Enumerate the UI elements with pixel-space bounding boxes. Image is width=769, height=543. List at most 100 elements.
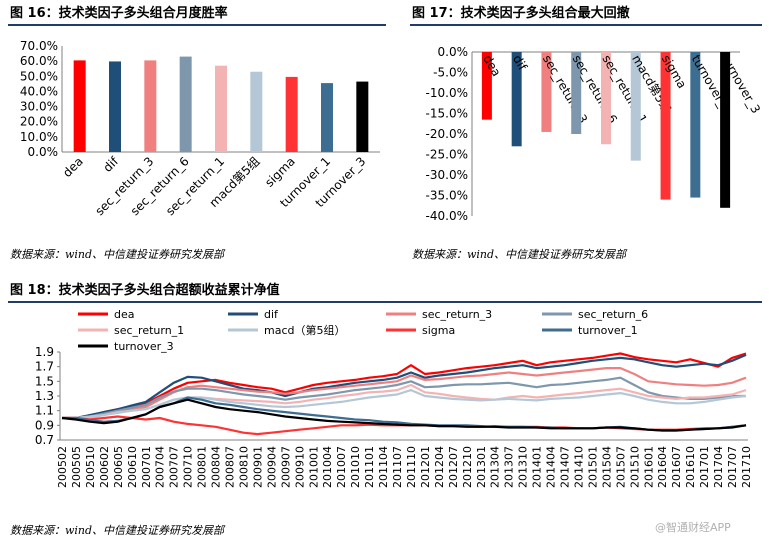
fig18-x-tick-label: 201310 xyxy=(517,446,530,488)
fig17-y-tick-label: -40.0% xyxy=(426,209,468,223)
fig16-y-tick-label: 70.0% xyxy=(20,39,58,53)
fig18-x-tick-label: 200510 xyxy=(84,446,97,488)
fig16-bar xyxy=(250,71,263,152)
fig16-bar xyxy=(109,61,121,153)
fig18-x-tick-label: 201110 xyxy=(405,446,418,488)
fig18-legend-label: macd（第5组） xyxy=(264,323,346,337)
watermark: @智通财经APP xyxy=(655,521,731,534)
fig18-x-tick-label: 201610 xyxy=(684,446,697,488)
fig18-x-tick-label: 201210 xyxy=(461,446,474,488)
fig18-x-tick-label: 201307 xyxy=(503,446,516,488)
fig18-x-tick-label: 201207 xyxy=(447,446,460,488)
fig18-y-tick-label: 1.1 xyxy=(35,404,54,418)
fig16-y-tick-label: 40.0% xyxy=(20,84,58,98)
fig18-x-tick-label: 200910 xyxy=(293,446,306,488)
fig17-y-tick-label: -25.0% xyxy=(426,148,468,162)
fig18-legend-label: turnover_3 xyxy=(114,340,174,353)
fig18-series-line-4 xyxy=(62,376,746,420)
fig18-legend-label: sec_return_3 xyxy=(422,308,492,321)
fig18-y-tick-label: 1.7 xyxy=(35,360,54,374)
fig18-x-tick-label: 201304 xyxy=(489,446,502,488)
fig18-series-line-6 xyxy=(62,388,747,420)
fig18-x-tick-label: 201704 xyxy=(712,446,725,488)
fig17-title-rule xyxy=(410,24,762,26)
fig18-x-tick-label: 200804 xyxy=(210,446,223,488)
fig16-title-rule xyxy=(8,24,386,26)
fig16-bar xyxy=(179,56,192,152)
fig16-source: 数据来源：wind、中信建投证券研究发展部 xyxy=(10,248,225,261)
fig18-series-line-1 xyxy=(62,352,747,420)
fig17-bar xyxy=(630,52,641,161)
fig18-x-tick-label: 201301 xyxy=(475,446,488,488)
fig16-y-tick-label: 0.0% xyxy=(28,145,59,159)
fig18-x-tick-label: 201004 xyxy=(321,446,334,488)
fig17-bar xyxy=(720,52,731,208)
fig16-bar xyxy=(321,83,333,152)
fig18-series-line-2 xyxy=(62,353,747,420)
fig18-x-tick-label: 201510 xyxy=(628,446,641,488)
fig16-x-tick-label: dif xyxy=(100,154,121,175)
fig17-bar xyxy=(660,52,671,200)
fig17-bar xyxy=(601,52,611,145)
fig17-y-tick-label: -30.0% xyxy=(426,168,468,182)
fig18-x-tick-label: 201504 xyxy=(600,446,613,488)
fig18-x-tick-label: 200904 xyxy=(265,446,278,488)
fig18-x-tick-label: 201407 xyxy=(559,446,572,488)
fig18-legend-label: dea xyxy=(114,308,135,321)
fig18-series-line-9 xyxy=(61,398,747,432)
fig18-y-tick-label: 1.9 xyxy=(35,345,54,359)
fig16-chart: 70.0%60.0%50.0%40.0%30.0%20.0%10.0%0.0%d… xyxy=(20,39,380,218)
fig17-x-tick-label: dif xyxy=(510,53,530,74)
fig18-y-tick-label: 0.7 xyxy=(35,433,54,447)
fig18-source: 数据来源：wind、中信建投证券研究发展部 xyxy=(10,524,225,537)
fig18-x-tick-label: 200710 xyxy=(182,446,195,488)
fig18-x-tick-label: 201501 xyxy=(586,446,599,488)
fig18-x-tick-label: 201604 xyxy=(656,446,669,488)
fig18-x-tick-label: 200502 xyxy=(56,446,69,488)
fig18-x-tick-label: 200704 xyxy=(154,446,167,488)
fig16-x-tick-label: dea xyxy=(60,154,86,180)
fig17-y-tick-label: -15.0% xyxy=(426,107,468,121)
fig18-x-tick-label: 201701 xyxy=(698,446,711,488)
fig17-y-tick-label: -5.0% xyxy=(433,66,468,80)
fig18-x-tick-label: 200605 xyxy=(112,446,125,488)
fig16-title: 图 16：技术类因子多头组合月度胜率 xyxy=(10,6,228,21)
fig18-legend-label: sec_return_6 xyxy=(578,308,648,321)
fig18-y-tick-label: 0.9 xyxy=(35,418,54,432)
fig17-chart: 0.0% -5.0% -10.0% -15.0% -20.0% -25.0% -30.0% -… xyxy=(426,45,764,223)
fig16-y-tick-label: 20.0% xyxy=(20,115,58,129)
fig17-y-tick-label: -10.0% xyxy=(426,86,468,100)
fig17-bar xyxy=(690,52,701,198)
fig18-legend-label: turnover_1 xyxy=(578,324,638,337)
fig18-x-tick-label: 200701 xyxy=(140,446,153,488)
fig18-x-tick-label: 201104 xyxy=(377,446,390,488)
fig18-x-tick-label: 201707 xyxy=(726,446,739,488)
fig18-legend-label: sec_return_1 xyxy=(114,324,184,337)
fig18-x-tick-label: 201204 xyxy=(433,446,446,488)
fig17-y-tick-label: 0.0% xyxy=(438,45,469,59)
fig18-x-tick-label: 201010 xyxy=(349,446,362,488)
fig18-x-tick-label: 201201 xyxy=(419,446,432,488)
fig18-y-tick-label: 1.5 xyxy=(35,374,54,388)
fig16-y-tick-label: 60.0% xyxy=(20,54,58,68)
fig16-y-tick-label: 10.0% xyxy=(20,130,58,144)
fig17-y-tick-label: -35.0% xyxy=(426,189,468,203)
fig18-x-tick-label: 201601 xyxy=(642,446,655,488)
fig17-bar xyxy=(541,52,552,132)
fig16-y-tick-label: 50.0% xyxy=(20,69,58,83)
fig18-x-tick-label: 200707 xyxy=(168,446,181,488)
fig18-x-tick-label: 201710 xyxy=(740,446,753,488)
fig18-x-tick-label: 200901 xyxy=(251,446,264,488)
fig18-title-rule xyxy=(8,301,762,303)
fig17-y-tick-label: -20.0% xyxy=(426,127,468,141)
fig18-title: 图 18：技术类因子多头组合超额收益累计净值 xyxy=(10,283,280,298)
fig18-x-tick-label: 200610 xyxy=(126,446,139,488)
fig18-x-tick-label: 201001 xyxy=(307,446,320,488)
fig16-bar xyxy=(215,65,227,152)
fig18-x-tick-label: 200602 xyxy=(98,446,111,488)
fig18-x-tick-label: 201607 xyxy=(670,446,683,488)
fig16-bar xyxy=(73,60,86,153)
fig16-bar xyxy=(285,76,298,152)
fig16-bar xyxy=(144,60,157,153)
fig17-bar xyxy=(571,52,582,134)
